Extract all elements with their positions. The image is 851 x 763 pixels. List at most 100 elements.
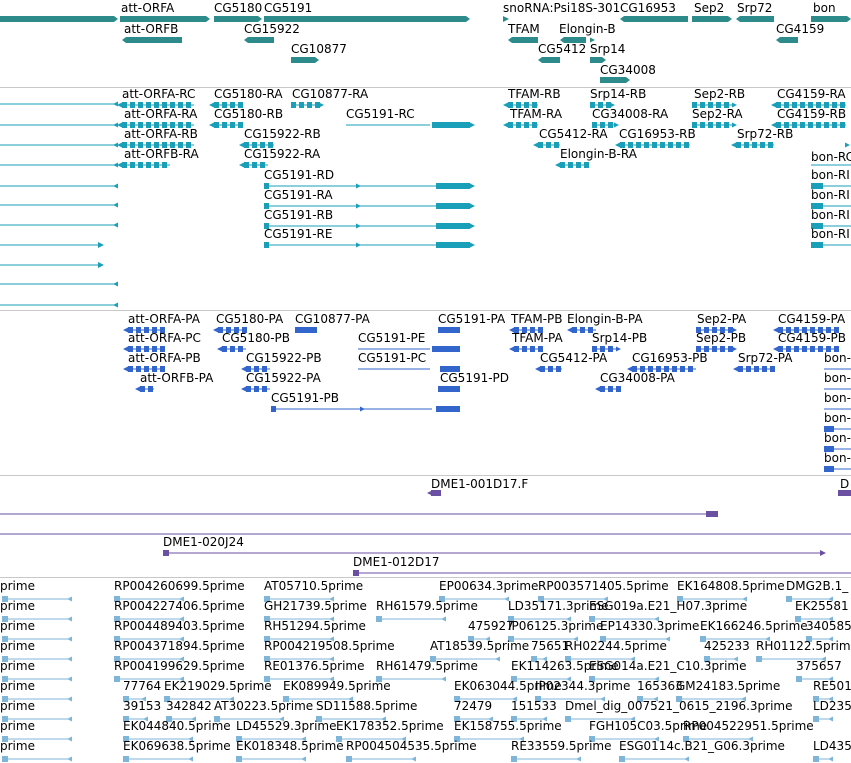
transcript-exon[interactable]: [800, 102, 805, 108]
est-glyph[interactable]: [654, 676, 659, 682]
protein-exon[interactable]: [824, 426, 834, 432]
gene-glyph[interactable]: [0, 16, 118, 22]
protein-exon[interactable]: [592, 346, 597, 352]
transcript-glyph[interactable]: [470, 183, 475, 189]
protein-exon[interactable]: [440, 366, 460, 372]
transcript-glyph[interactable]: [113, 202, 118, 208]
est-glyph[interactable]: [796, 676, 802, 682]
transcript-glyph[interactable]: [117, 142, 122, 148]
transcript-exon[interactable]: [568, 162, 573, 168]
protein-exon[interactable]: [254, 386, 259, 392]
est-glyph[interactable]: [508, 636, 514, 642]
protein-glyph[interactable]: [217, 346, 222, 352]
est-glyph[interactable]: [488, 716, 493, 722]
transcript-exon[interactable]: [684, 142, 689, 148]
est-glyph[interactable]: [511, 716, 517, 722]
protein-exon[interactable]: [600, 346, 605, 352]
est-glyph[interactable]: [637, 696, 643, 702]
transcript-exon[interactable]: [146, 162, 151, 168]
transcript-exon[interactable]: [752, 142, 757, 148]
est-glyph[interactable]: [348, 696, 353, 702]
protein-exon[interactable]: [746, 366, 751, 372]
transcript-glyph[interactable]: [239, 162, 244, 168]
transcript-exon[interactable]: [724, 122, 729, 128]
est-glyph[interactable]: [653, 696, 658, 702]
transcript-exon[interactable]: [170, 142, 175, 148]
protein-glyph[interactable]: [616, 346, 621, 352]
transcript-glyph[interactable]: [470, 122, 475, 128]
protein-exon[interactable]: [810, 327, 815, 333]
transcript-exon[interactable]: [130, 162, 135, 168]
transcript-exon[interactable]: [516, 102, 521, 108]
gene-glyph[interactable]: [692, 16, 732, 22]
transcript-exon[interactable]: [800, 122, 805, 128]
transcript-exon[interactable]: [122, 102, 127, 108]
protein-exon[interactable]: [728, 346, 733, 352]
transcript-exon[interactable]: [138, 102, 143, 108]
protein-exon[interactable]: [608, 346, 613, 352]
transcript-glyph[interactable]: [732, 122, 737, 128]
protein-exon[interactable]: [672, 366, 677, 372]
gene-glyph[interactable]: [560, 37, 586, 43]
transcript-exon[interactable]: [832, 122, 837, 128]
transcript-exon[interactable]: [832, 102, 837, 108]
transcript-exon[interactable]: [524, 122, 529, 128]
est-glyph[interactable]: [188, 736, 193, 742]
transcript-exon[interactable]: [590, 102, 595, 108]
gene-glyph[interactable]: [590, 37, 595, 43]
protein-exon[interactable]: [754, 366, 759, 372]
protein-exon[interactable]: [522, 346, 527, 352]
transcript-glyph[interactable]: [470, 242, 475, 248]
transcript-exon[interactable]: [122, 122, 127, 128]
protein-exon[interactable]: [778, 346, 783, 352]
gene-glyph[interactable]: [244, 37, 274, 43]
est-glyph[interactable]: [143, 716, 148, 722]
est-glyph[interactable]: [828, 716, 833, 722]
protein-exon[interactable]: [136, 327, 141, 333]
transcript-exon[interactable]: [130, 122, 135, 128]
protein-glyph[interactable]: [732, 346, 737, 352]
clone-glyph[interactable]: [820, 550, 826, 556]
transcript-exon[interactable]: [760, 142, 765, 148]
est-glyph[interactable]: [741, 696, 746, 702]
transcript-exon[interactable]: [592, 122, 597, 128]
transcript-exon[interactable]: [644, 142, 649, 148]
est-glyph[interactable]: [600, 636, 606, 642]
est-glyph[interactable]: [439, 596, 445, 602]
transcript-glyph[interactable]: [117, 162, 122, 168]
transcript-exon[interactable]: [508, 122, 513, 128]
transcript-exon[interactable]: [606, 102, 611, 108]
est-glyph[interactable]: [67, 716, 72, 722]
est-glyph[interactable]: [179, 676, 184, 682]
est-glyph[interactable]: [542, 716, 547, 722]
est-glyph[interactable]: [806, 636, 812, 642]
est-glyph[interactable]: [301, 736, 306, 742]
transcript-glyph[interactable]: [356, 183, 361, 189]
est-glyph[interactable]: [166, 716, 172, 722]
protein-exon[interactable]: [218, 327, 223, 333]
est-glyph[interactable]: [279, 716, 284, 722]
est-glyph[interactable]: [589, 736, 595, 742]
est-glyph[interactable]: [346, 756, 352, 762]
transcript-exon[interactable]: [238, 122, 243, 128]
est-glyph[interactable]: [654, 616, 659, 622]
est-glyph[interactable]: [179, 636, 184, 642]
transcript-exon[interactable]: [162, 102, 167, 108]
protein-exon[interactable]: [432, 346, 460, 352]
transcript-glyph[interactable]: [533, 142, 538, 148]
est-glyph[interactable]: [214, 716, 220, 722]
protein-exon[interactable]: [152, 366, 157, 372]
transcript-exon[interactable]: [524, 102, 529, 108]
protein-exon[interactable]: [234, 327, 239, 333]
transcript-exon[interactable]: [178, 122, 183, 128]
transcript-exon[interactable]: [576, 162, 581, 168]
transcript-glyph[interactable]: [98, 242, 104, 248]
protein-glyph[interactable]: [123, 366, 128, 372]
est-glyph[interactable]: [114, 616, 120, 622]
protein-exon[interactable]: [438, 327, 460, 333]
transcript-exon[interactable]: [146, 122, 151, 128]
clone-glyph[interactable]: [431, 490, 441, 496]
est-glyph[interactable]: [329, 676, 334, 682]
protein-exon[interactable]: [144, 366, 149, 372]
protein-exon[interactable]: [128, 346, 133, 352]
